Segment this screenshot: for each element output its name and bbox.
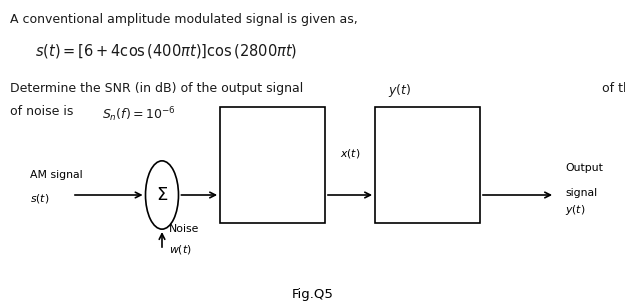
Text: $y(t)$: $y(t)$ [388, 82, 412, 99]
Text: A conventional amplitude modulated signal is given as,: A conventional amplitude modulated signa… [10, 13, 357, 26]
Text: Determine the SNR (in dB) of the output signal: Determine the SNR (in dB) of the output … [10, 82, 308, 95]
Text: Band-pass
filter: Band-pass filter [242, 181, 303, 209]
Text: Envelope
detector: Envelope detector [401, 181, 455, 209]
Bar [220, 107, 325, 223]
Text: of the receiver given in Fig.Q5, if the PSD: of the receiver given in Fig.Q5, if the … [598, 82, 625, 95]
Bar [375, 107, 480, 223]
Text: $S_n\left(f\right)=10^{-6}$: $S_n\left(f\right)=10^{-6}$ [102, 105, 175, 124]
Text: $s(t)=\left[6+4\cos\left(400\pi t\right)\right]\cos\left(2800\pi t\right)$: $s(t)=\left[6+4\cos\left(400\pi t\right)… [35, 42, 298, 60]
Text: Noise: Noise [169, 224, 199, 234]
Text: $w(t)$: $w(t)$ [169, 243, 192, 256]
Text: $y(t)$: $y(t)$ [565, 203, 586, 217]
Text: $\Sigma$: $\Sigma$ [156, 186, 168, 204]
Text: signal: signal [565, 188, 597, 198]
Text: $s(t)$: $s(t)$ [30, 192, 49, 205]
Text: Output: Output [565, 163, 603, 173]
Text: $x(t)$: $x(t)$ [340, 147, 360, 160]
Text: Fig.Q5: Fig.Q5 [291, 288, 334, 301]
Text: AM signal: AM signal [30, 170, 82, 180]
Text: of noise is: of noise is [10, 105, 78, 118]
